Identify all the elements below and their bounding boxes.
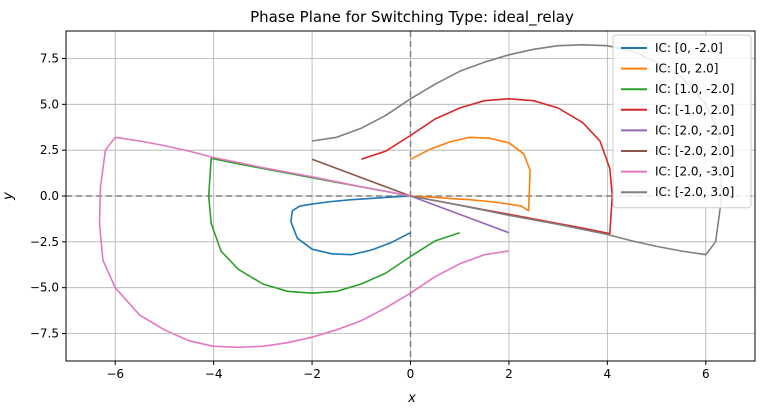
y-tick-label: 0.0 bbox=[40, 189, 59, 203]
y-tick-label: 7.5 bbox=[40, 52, 59, 66]
x-tick-label: −6 bbox=[106, 367, 124, 381]
y-axis-ticks: −7.5 −5.0 −2.5 0.0 2.5 5.0 7.5 bbox=[30, 52, 66, 341]
y-axis-label: y bbox=[1, 192, 16, 201]
series-line-6 bbox=[311, 158, 411, 197]
x-tick-label: 4 bbox=[604, 367, 612, 381]
x-tick-label: −2 bbox=[303, 367, 321, 381]
y-tick-label: −2.5 bbox=[30, 235, 59, 249]
legend-entry: IC: [2.0, -3.0] bbox=[655, 165, 734, 179]
legend-entry: IC: [0, -2.0] bbox=[655, 41, 723, 55]
x-axis-label: x bbox=[407, 391, 416, 406]
series-line-1 bbox=[290, 195, 411, 256]
legend-entry: IC: [-2.0, 3.0] bbox=[655, 185, 734, 199]
x-axis-ticks: −6 −4 −2 0 2 4 6 bbox=[106, 361, 710, 381]
legend-entry: IC: [1.0, -2.0] bbox=[655, 82, 734, 96]
legend-entry: IC: [-2.0, 2.0] bbox=[655, 144, 734, 158]
x-tick-label: 6 bbox=[702, 367, 710, 381]
legend-entry: IC: [0, 2.0] bbox=[655, 62, 719, 76]
series-line-5 bbox=[410, 195, 510, 234]
x-tick-label: −4 bbox=[205, 367, 223, 381]
x-tick-label: 0 bbox=[407, 367, 415, 381]
chart-title: Phase Plane for Switching Type: ideal_re… bbox=[250, 8, 574, 27]
y-tick-label: −7.5 bbox=[30, 327, 59, 341]
legend-entry: IC: [2.0, -2.0] bbox=[655, 123, 734, 137]
legend: IC: [0, -2.0] IC: [0, 2.0] IC: [1.0, -2.0]… bbox=[612, 34, 752, 209]
x-tick-label: 2 bbox=[505, 367, 513, 381]
y-tick-label: 2.5 bbox=[40, 143, 59, 157]
y-tick-label: −5.0 bbox=[30, 281, 59, 295]
legend-entry: IC: [-1.0, 2.0] bbox=[655, 103, 734, 117]
series-line-7 bbox=[98, 136, 510, 349]
series-line-2 bbox=[410, 136, 531, 212]
y-tick-label: 5.0 bbox=[40, 97, 59, 111]
legend-box bbox=[612, 34, 752, 209]
